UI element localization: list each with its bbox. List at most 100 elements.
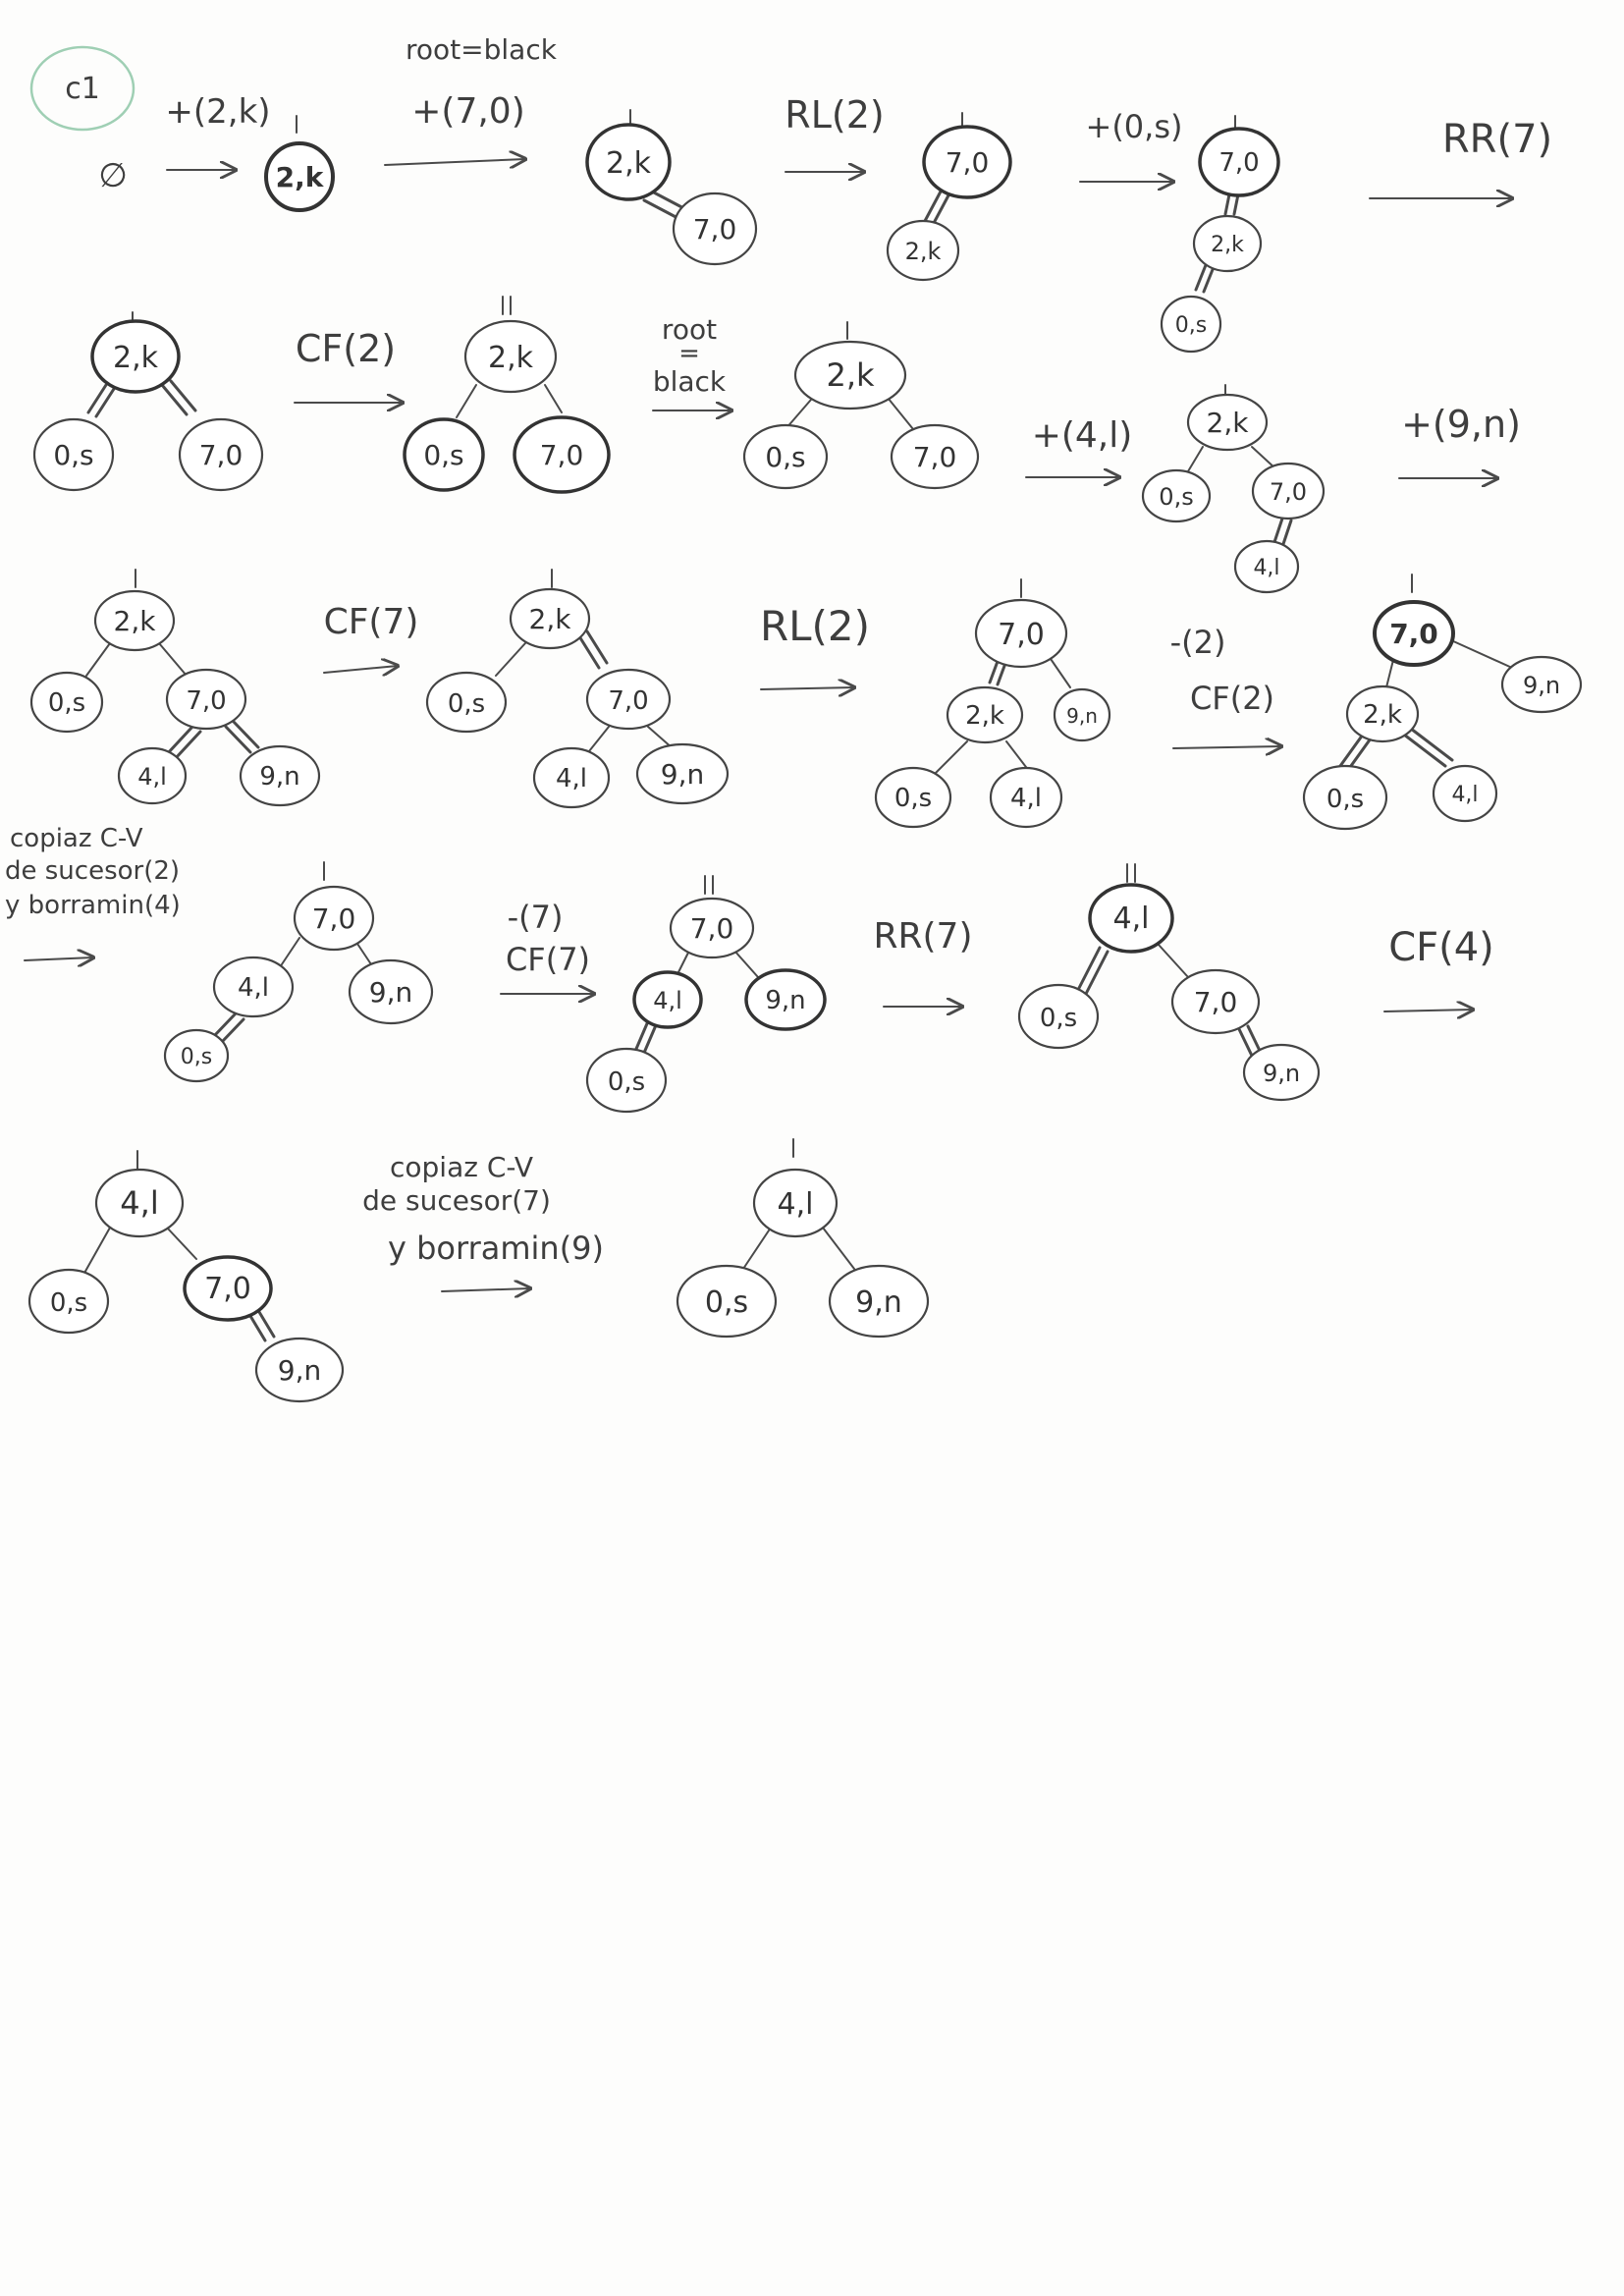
tree-node <box>1233 539 1300 594</box>
red-edge <box>257 1310 276 1339</box>
node-label: 0,s <box>53 439 93 471</box>
tree-node <box>94 1168 185 1238</box>
red-edge <box>1084 950 1110 996</box>
node-label: 7,0 <box>312 902 356 935</box>
node-label: 2,k <box>113 341 159 375</box>
tree-node <box>793 340 907 410</box>
node-label: 7,0 <box>608 686 648 716</box>
op-rotate-left-2: RL(2) <box>785 93 884 137</box>
tree-node <box>1186 393 1269 452</box>
tree-node <box>27 1268 110 1335</box>
tree-node <box>1160 295 1222 354</box>
node-label: 2,k <box>905 238 942 265</box>
node-label: 9,n <box>1066 704 1098 728</box>
red-edge <box>1232 192 1240 216</box>
red-edge <box>169 379 197 412</box>
page-tag-circle <box>29 45 135 132</box>
node-label: 7,0 <box>540 439 584 471</box>
node-label: 4,l <box>653 987 682 1014</box>
copy-note-1b: de sucesor(2) <box>5 856 180 886</box>
node-label: 2,k <box>276 161 325 193</box>
root-black-note-3: black <box>653 365 727 398</box>
node-label: 0,s <box>1326 785 1364 814</box>
node-label: 7,0 <box>693 213 737 246</box>
tree-node <box>585 668 672 731</box>
red-edge <box>1202 265 1216 294</box>
node-label: 4,l <box>778 1187 814 1222</box>
black-edge <box>456 384 477 418</box>
op-insert-9n: +(9,n) <box>1401 403 1521 446</box>
red-edge <box>585 629 609 665</box>
tree-node <box>890 423 980 490</box>
node-label: 7,0 <box>1270 478 1307 506</box>
node-label: 9,n <box>855 1285 902 1320</box>
tree-node <box>1251 462 1326 520</box>
node-label: 7,0 <box>199 439 244 471</box>
node-label: 2,k <box>965 701 1004 731</box>
red-edge <box>1223 192 1231 216</box>
tree-node <box>1170 968 1261 1035</box>
arrow-12 <box>1172 746 1281 748</box>
black-edge <box>1158 944 1189 978</box>
tree-node <box>752 1168 839 1238</box>
copy-note-2a: copiaz C-V <box>390 1151 533 1183</box>
copy-note-1a: copiaz C-V <box>10 824 143 853</box>
red-edge <box>1194 263 1208 292</box>
node-label: 2,k <box>826 356 875 394</box>
red-edge <box>165 725 194 756</box>
op-color-flip-4: CF(4) <box>1388 925 1494 970</box>
empty-set: ∅ <box>98 156 128 195</box>
arrow-16 <box>1383 1010 1473 1011</box>
tree-node <box>90 319 181 394</box>
tree-node <box>974 598 1068 669</box>
op-insert-2k: +(2,k) <box>165 92 270 132</box>
node-label: 2,k <box>488 341 534 375</box>
tree-node <box>165 668 247 731</box>
red-edge <box>1272 517 1284 544</box>
tree-node <box>874 766 952 829</box>
black-edge <box>740 1227 772 1273</box>
node-label: 2,k <box>114 605 157 637</box>
tree-node <box>672 191 758 266</box>
tree-node <box>1242 1043 1321 1102</box>
tree-node <box>93 589 176 652</box>
node-label: 9,n <box>259 762 299 792</box>
tree-node <box>403 417 485 492</box>
tree-node <box>532 746 611 809</box>
op-insert-4l: +(4,l) <box>1032 415 1133 456</box>
tree-node <box>1017 983 1100 1050</box>
node-label: 9,n <box>1523 672 1560 699</box>
tree-node <box>669 897 755 959</box>
tree-node <box>989 766 1063 829</box>
black-edge <box>85 642 111 677</box>
tree-node <box>1053 687 1111 742</box>
tree-node <box>886 219 960 282</box>
tree-node <box>1500 655 1583 714</box>
red-edge <box>634 1019 650 1051</box>
node-label: 0,s <box>50 1288 87 1318</box>
node-label: 7,0 <box>998 618 1045 652</box>
tree-node <box>212 956 295 1018</box>
black-edge <box>158 642 188 677</box>
node-label: 0,s <box>448 689 485 719</box>
black-edge <box>544 384 563 413</box>
tree-node <box>509 587 591 650</box>
red-edge <box>1246 1024 1263 1055</box>
tree-node <box>463 319 558 394</box>
tree-node <box>922 125 1012 199</box>
node-label: 7,0 <box>690 912 734 945</box>
node-label: 0,s <box>765 441 805 473</box>
node-label: 7,0 <box>1194 986 1238 1018</box>
node-label: 4,l <box>238 973 269 1003</box>
black-edge <box>677 950 690 975</box>
tree-node <box>632 970 703 1029</box>
node-label: 2,k <box>606 146 652 181</box>
op-color-flip-7: CF(7) <box>324 602 419 642</box>
red-edge <box>160 383 189 416</box>
node-label: 7,0 <box>913 441 957 473</box>
node-label: 4,l <box>1253 556 1279 580</box>
node-label: 0,s <box>48 688 85 718</box>
tree-node <box>946 685 1024 744</box>
